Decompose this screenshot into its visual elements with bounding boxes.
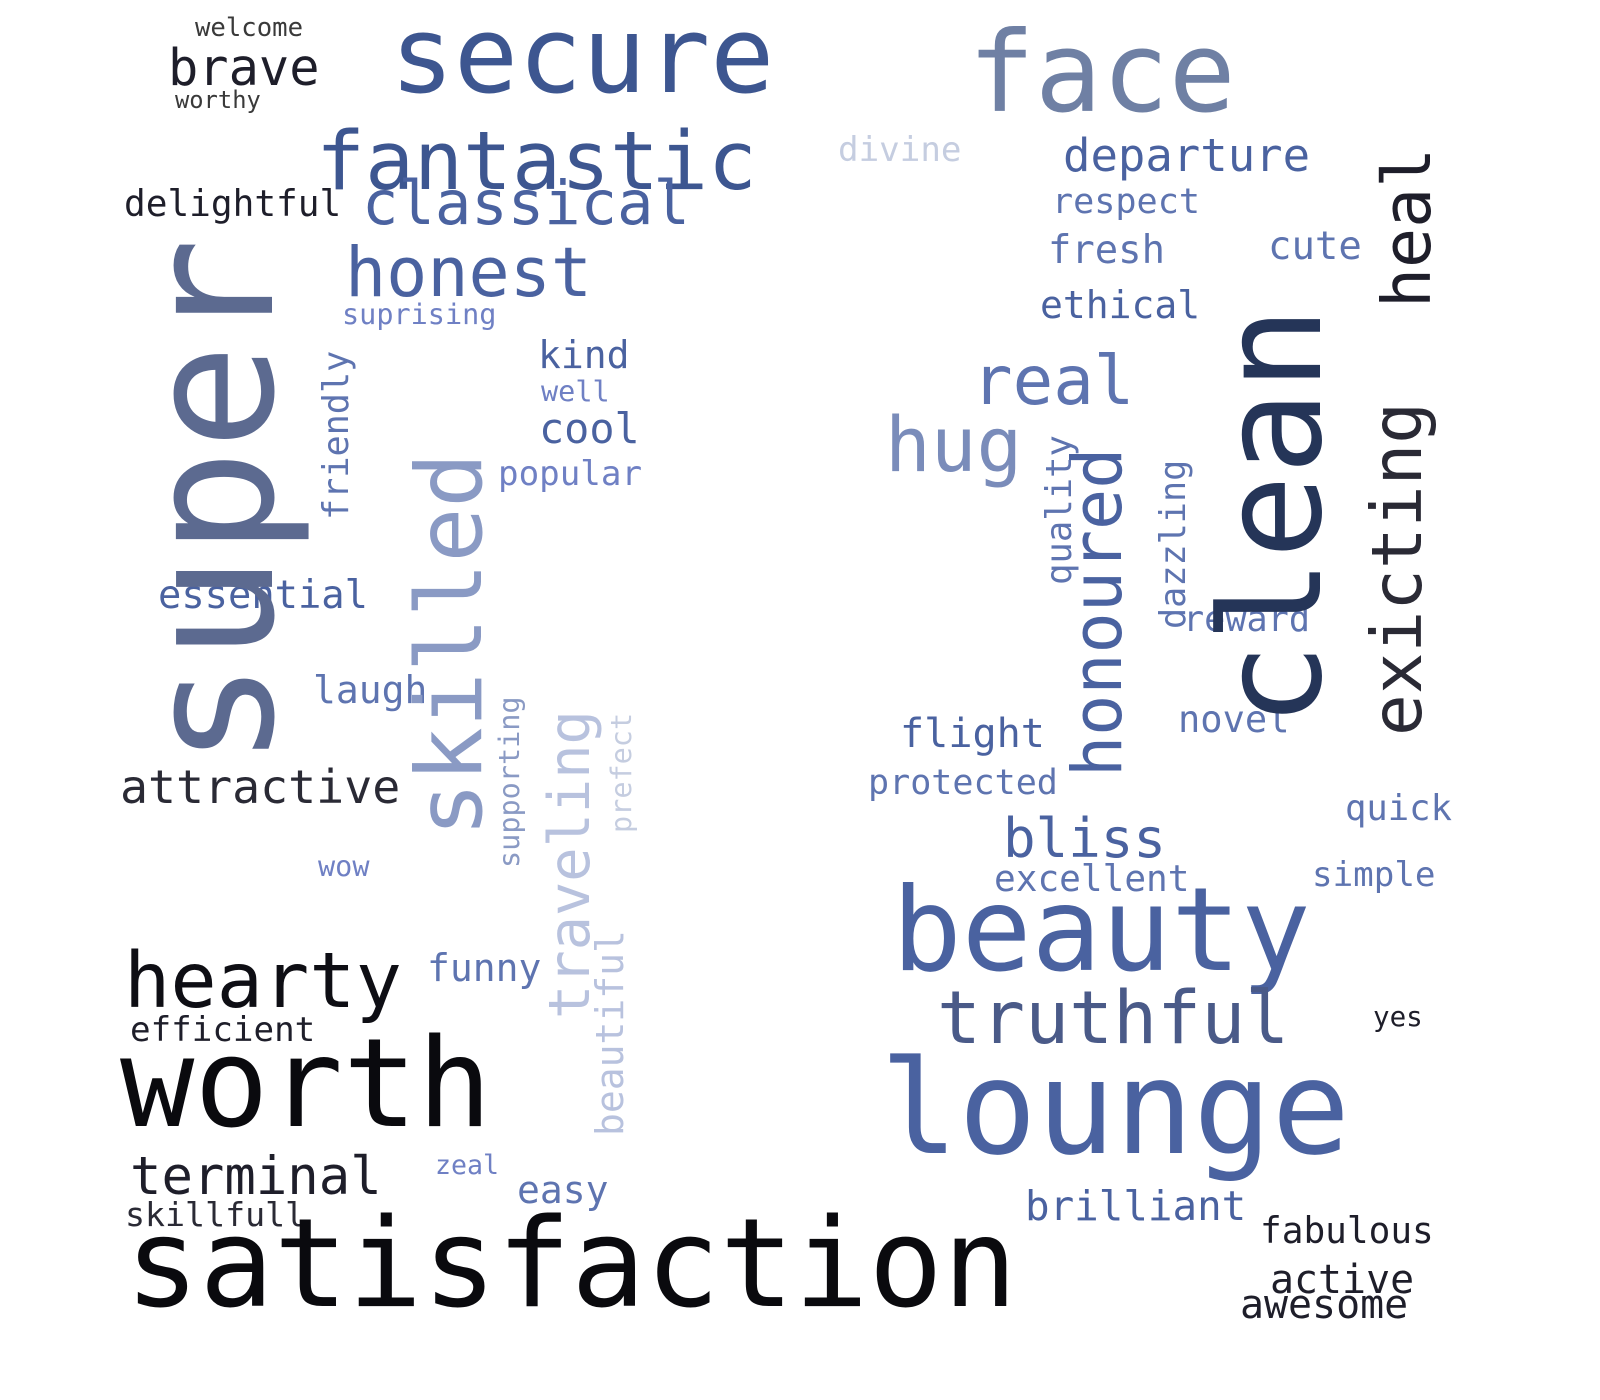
word-cute: cute [1268, 224, 1362, 270]
word-divine: divine [838, 129, 962, 170]
word-worthy: worthy [175, 85, 261, 114]
word-flight: flight [900, 710, 1045, 757]
word-beautiful: beautiful [588, 930, 632, 1137]
word-prefect: prefect [604, 712, 638, 833]
word-real: real [972, 340, 1135, 420]
word-face: face [968, 8, 1236, 138]
word-fantastic: fantastic [316, 113, 757, 209]
word-supporting: supporting [492, 696, 526, 869]
word-funny: funny [427, 946, 542, 990]
word-essential: essential [158, 573, 368, 619]
word-satisfaction: satisfaction [125, 1192, 1018, 1337]
word-hearty: hearty [124, 937, 402, 1027]
word-awesome: awesome [1240, 1282, 1409, 1329]
word-quality: quality [1039, 435, 1081, 585]
word-friendly: friendly [315, 350, 357, 520]
word-skillfull: skillfull [125, 1194, 306, 1234]
word-ethical: ethical [1040, 283, 1201, 327]
word-heal: heal [1367, 147, 1446, 308]
word-popular: popular [498, 453, 643, 494]
word-worth: worth [120, 1012, 492, 1157]
word-laugh: laugh [313, 668, 428, 712]
word-kind: kind [538, 333, 630, 377]
word-zeal: zeal [435, 1149, 500, 1181]
word-simple: simple [1312, 854, 1436, 895]
word-brave: brave [168, 38, 320, 98]
word-exicting: exicting [1357, 401, 1438, 736]
word-fresh: fresh [1048, 227, 1165, 273]
word-dazzling: dazzling [1152, 459, 1194, 629]
word-honest: honest [345, 233, 593, 313]
word-protected: protected [868, 762, 1058, 804]
word-wow: wow [318, 849, 370, 883]
word-efficient: efficient [130, 1009, 316, 1050]
word-attractive: attractive [120, 760, 401, 815]
word-truthful: truthful [937, 975, 1290, 1061]
word-hug: hug [885, 400, 1023, 489]
word-super: super [109, 237, 314, 768]
word-novel: novel [1178, 697, 1290, 741]
word-well: well [541, 374, 610, 408]
word-yes: yes [1373, 1000, 1423, 1033]
word-quick: quick [1345, 788, 1452, 830]
word-fabulous: fabulous [1260, 1209, 1434, 1252]
word-reward: reward [1183, 599, 1310, 641]
word-secure: secure [390, 0, 775, 118]
word-suprising: suprising [342, 297, 497, 331]
word-terminal: terminal [130, 1147, 382, 1208]
word-skilled: skilled [396, 452, 504, 838]
word-cool: cool [539, 404, 640, 454]
word-bliss: bliss [1003, 807, 1166, 871]
word-easy: easy [517, 1168, 609, 1212]
word-welcome: welcome [195, 12, 304, 43]
word-departure: departure [1063, 129, 1311, 183]
word-active: active [1270, 1257, 1415, 1304]
word-brilliant: brilliant [1025, 1182, 1247, 1231]
word-delightful: delightful [124, 182, 342, 225]
word-respect: respect [1052, 180, 1200, 222]
word-beauty: beauty [892, 863, 1311, 999]
word-excellent: excellent [994, 857, 1190, 900]
word-lounge: lounge [880, 1032, 1351, 1185]
word-classical: classical [362, 169, 690, 240]
word-clean: clean [1189, 306, 1353, 727]
